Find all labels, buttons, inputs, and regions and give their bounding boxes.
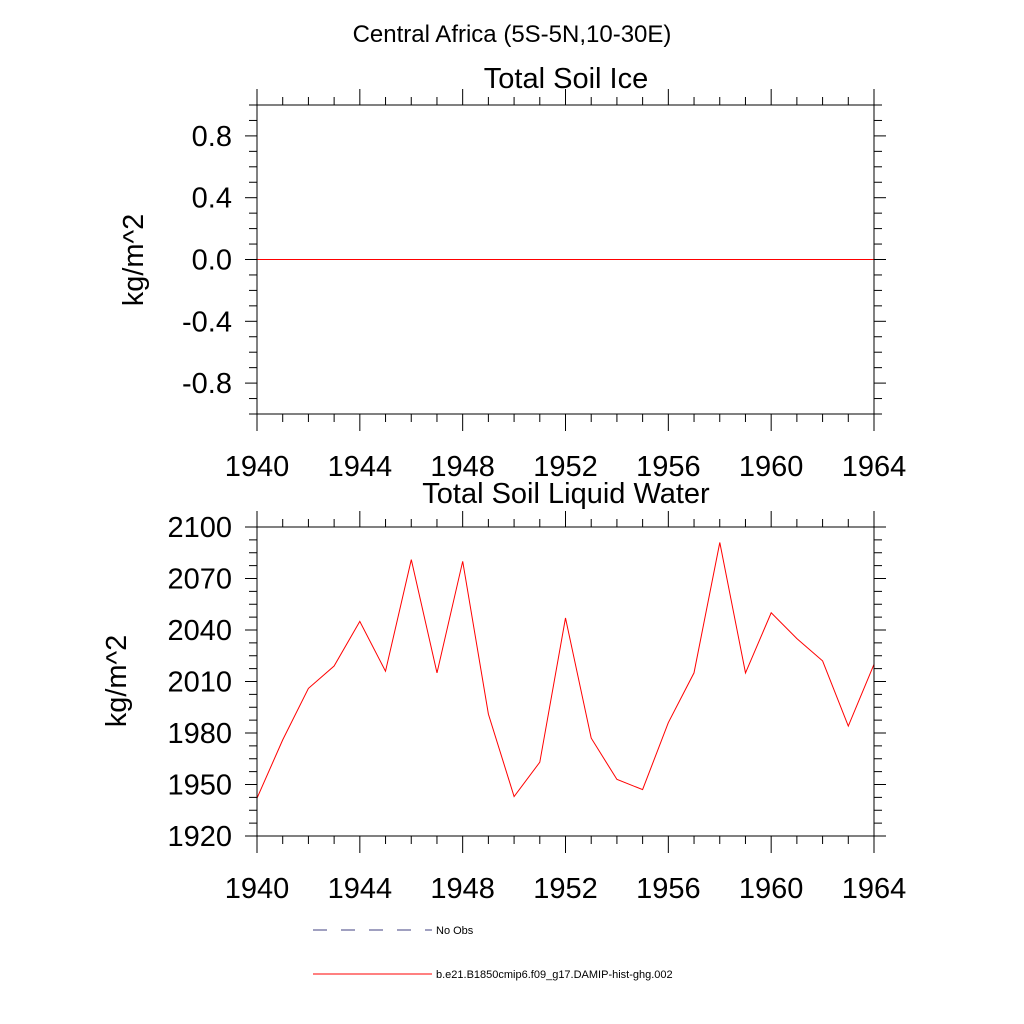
y-tick-label: 0.4 <box>192 183 232 215</box>
y-tick-labels: 0.8 0.4 0.0 -0.4 -0.8 <box>182 121 232 400</box>
x-tick-label: 1944 <box>328 873 393 905</box>
x-tick-label: 1952 <box>533 873 598 905</box>
panel-total-soil-ice: Total Soil Ice kg/m^2 1940 1944 1948 1952 19… <box>118 63 906 483</box>
x-tick-labels: 1940 1944 1948 1952 1956 1960 1964 <box>225 451 907 483</box>
chart-title: Total Soil Liquid Water <box>422 478 710 510</box>
legend-label: No Obs <box>436 925 474 937</box>
y-axis-label: kg/m^2 <box>101 635 133 728</box>
series-line <box>256 542 875 799</box>
x-tick-labels: 1940 1944 1948 1952 1956 1960 1964 <box>225 873 907 905</box>
y-tick-label: 1950 <box>167 770 232 802</box>
legend-item-series: b.e21.B1850cmip6.f09_g17.DAMIP-hist-ghg.… <box>313 969 673 981</box>
y-tick-labels: 2100 2070 2040 2010 1980 1950 1920 <box>167 512 232 853</box>
x-tick-label: 1964 <box>842 873 907 905</box>
x-tick-label: 1940 <box>225 451 290 483</box>
plot-frame <box>256 104 875 415</box>
y-tick-label: 0.0 <box>192 245 232 277</box>
y-tick-label: -0.4 <box>182 306 232 338</box>
x-tick-label: 1956 <box>636 873 701 905</box>
x-tick-label: 1952 <box>533 451 598 483</box>
series-lines <box>256 542 875 799</box>
x-tick-label: 1960 <box>739 451 804 483</box>
x-tick-label: 1960 <box>739 873 804 905</box>
ticks <box>245 511 886 853</box>
y-tick-label: 1980 <box>167 718 232 750</box>
y-tick-label: 2070 <box>167 564 232 596</box>
plot-frame <box>256 526 875 837</box>
y-tick-label: 2010 <box>167 667 232 699</box>
x-tick-label: 1944 <box>328 451 393 483</box>
y-tick-label: -0.8 <box>182 368 232 400</box>
y-tick-label: 1920 <box>167 821 232 853</box>
x-tick-label: 1964 <box>842 451 907 483</box>
legend-item-no-obs: No Obs <box>313 925 474 937</box>
panel-total-soil-liquid-water: Total Soil Liquid Water kg/m^2 1940 1944 1… <box>101 478 906 905</box>
x-tick-label: 1948 <box>430 873 495 905</box>
legend: No Obs b.e21.B1850cmip6.f09_g17.DAMIP-hi… <box>313 925 673 981</box>
y-tick-label: 0.8 <box>192 121 232 153</box>
ticks <box>245 89 886 431</box>
y-axis-label: kg/m^2 <box>118 214 150 307</box>
x-tick-label: 1948 <box>430 451 495 483</box>
y-tick-label: 2100 <box>167 512 232 544</box>
y-tick-label: 2040 <box>167 615 232 647</box>
x-tick-label: 1940 <box>225 873 290 905</box>
x-tick-label: 1956 <box>636 451 701 483</box>
legend-label: b.e21.B1850cmip6.f09_g17.DAMIP-hist-ghg.… <box>436 969 673 981</box>
page-title: Central Africa (5S-5N,10-30E) <box>353 21 672 48</box>
